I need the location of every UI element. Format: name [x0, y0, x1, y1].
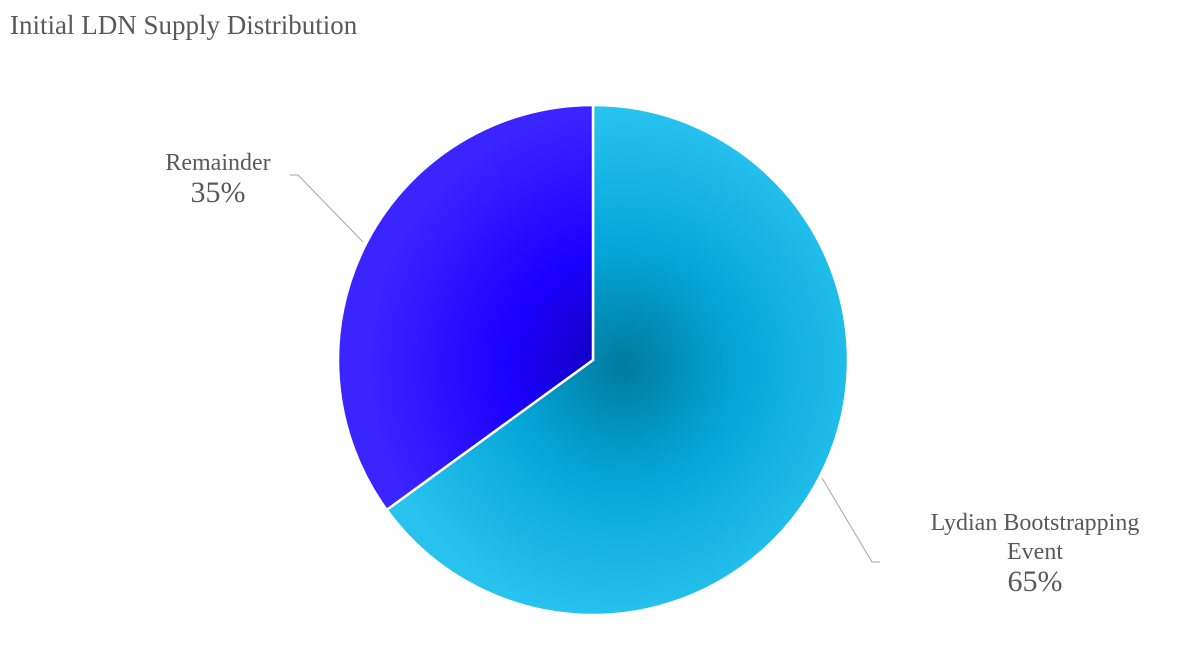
slice-label: Remainder: [165, 150, 270, 176]
pie-slice-lydian-bootstrapping-event: [384, 103, 850, 617]
chart-title: Initial LDN Supply Distribution: [10, 10, 358, 40]
slice-label: Event: [1007, 539, 1063, 565]
leader-line: [821, 477, 880, 563]
slice-value-label: 65%: [1008, 565, 1063, 598]
slice-value-label: 35%: [191, 176, 246, 209]
leader-line: [290, 174, 364, 243]
pie-slice-remainder: [336, 103, 595, 512]
slice-label: Lydian Bootstrapping: [931, 510, 1140, 536]
